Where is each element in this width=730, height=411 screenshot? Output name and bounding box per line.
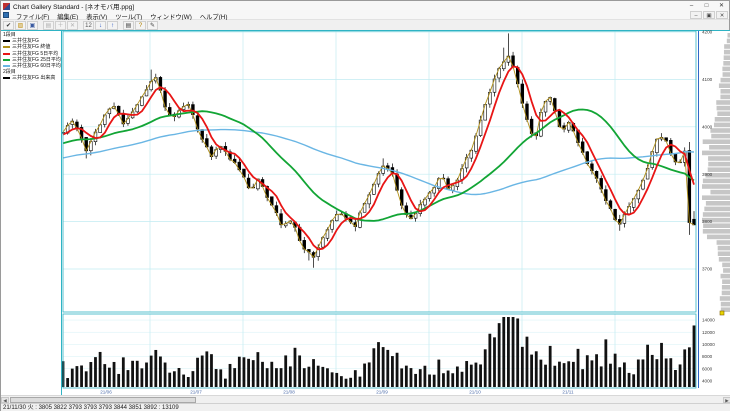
series-color-swatch — [3, 40, 10, 43]
svg-text:14000: 14000 — [702, 318, 715, 323]
svg-text:12000: 12000 — [702, 330, 715, 335]
menu-t[interactable]: ツール(T) — [115, 14, 143, 21]
legend-series-label: 三井住友FG 25日平均 — [12, 56, 61, 63]
open-file-button[interactable]: ▨ — [15, 20, 26, 30]
volume-series — [61, 317, 696, 387]
window-title: Chart Gallery Standard - [ネオモバ用.ppg] — [13, 4, 135, 11]
app-icon — [3, 2, 10, 10]
save-button[interactable]: ▣ — [27, 20, 38, 30]
legend-series-label: 三井住友FG 終値 — [12, 44, 51, 51]
menu-f[interactable]: ファイル(F) — [16, 14, 50, 21]
svg-text:4200: 4200 — [702, 30, 713, 35]
legend-item[interactable]: 三井住友FG — [3, 38, 60, 44]
maximize-button[interactable]: □ — [704, 3, 709, 9]
chart-legend: 1段目 三井住友FG 三井住友FG 終値 三井住友FG 5日平均 三井住友FG 25日平… — [3, 32, 61, 82]
legend-series-label: 三井住友FG 60日平均 — [12, 62, 61, 69]
menu-v[interactable]: 表示(V) — [86, 14, 108, 21]
svg-text:3900: 3900 — [702, 172, 713, 177]
toolbar: ✔ ▨ ▣ ▤ ＋ ✕ 12 ↓ ↑ ▤? ✎ — [1, 20, 729, 30]
svg-text:4000: 4000 — [702, 124, 713, 129]
menu-h[interactable]: ヘルプ(H) — [199, 14, 228, 21]
child-maximize-button[interactable]: ▣ — [703, 11, 715, 19]
horizontal-scrollbar[interactable]: ◀ ▶ — [1, 395, 730, 403]
svg-text:4000: 4000 — [702, 379, 713, 384]
legend-series-label: 三井住友FG 出来高 — [12, 75, 56, 82]
svg-text:21/07: 21/07 — [190, 390, 202, 395]
close-button[interactable]: ✕ — [718, 3, 725, 9]
series-color-swatch — [3, 58, 10, 61]
stock-chart[interactable]: 4200 4100 4000 3900 3800 3700 14000 12000 10000 8… — [1, 30, 730, 395]
svg-text:10000: 10000 — [702, 342, 715, 347]
svg-text:21/06: 21/06 — [100, 390, 112, 395]
legend-item[interactable]: 三井住友FG 出来高 — [3, 75, 60, 81]
legend-series-label: 三井住友FG — [12, 38, 39, 45]
period-button[interactable]: 12 — [83, 20, 94, 30]
svg-text:4100: 4100 — [702, 77, 713, 82]
scroll-right-button[interactable]: ↑ — [107, 20, 118, 30]
scrollbar-left-arrow[interactable]: ◀ — [1, 397, 9, 403]
ma5-line — [62, 65, 695, 251]
price-axis-labels: 4200 4100 4000 3900 3800 3700 — [702, 30, 713, 272]
series-color-swatch — [3, 65, 10, 68]
series-color-swatch — [3, 52, 10, 55]
legend-item[interactable]: 三井住友FG 25日平均 — [3, 56, 61, 63]
svg-text:6000: 6000 — [702, 366, 713, 371]
ma60-line — [62, 128, 695, 196]
price-gridlines — [63, 31, 696, 270]
month-labels: 21/06 21/07 21/08 21/09 21/10 21/11 — [100, 390, 574, 395]
pane-frames — [1, 30, 730, 395]
svg-text:21/11: 21/11 — [562, 390, 574, 395]
status-bar: 21/11/30 火 : 3805 3822 3793 3793 3793 38… — [1, 403, 730, 411]
menu-items: ファイル(F) 編集(E) 表示(V) ツール(T) ウィンドウ(W) ヘルプ(H) — [12, 6, 231, 24]
context-help-button[interactable]: ✎ — [147, 20, 158, 30]
document-icon — [3, 12, 9, 18]
menu-bar: ファイル(F) 編集(E) 表示(V) ツール(T) ウィンドウ(W) ヘルプ(H) – ▣… — [1, 11, 729, 21]
menu-e[interactable]: 編集(E) — [57, 14, 79, 21]
legend-pane-header: 1段目 — [3, 32, 16, 38]
candlestick-series — [61, 33, 696, 268]
title-bar: Chart Gallery Standard - [ネオモバ用.ppg] – □ ✕ — [1, 1, 729, 11]
svg-text:3800: 3800 — [702, 219, 713, 224]
child-close-button[interactable]: ✕ — [716, 11, 728, 19]
minimize-button[interactable]: – — [689, 3, 694, 9]
svg-text:21/10: 21/10 — [469, 390, 481, 395]
child-window-controls: – ▣ ✕ — [690, 11, 729, 19]
copy-button: ▤ — [43, 20, 54, 30]
chart-client-area: 4200 4100 4000 3900 3800 3700 14000 12000 10000 8… — [1, 30, 730, 395]
print-button[interactable]: ▤ — [123, 20, 134, 30]
month-gridlines — [149, 31, 616, 388]
svg-text:3700: 3700 — [702, 267, 713, 272]
series-color-swatch — [3, 77, 10, 80]
pane-divider-handle[interactable] — [719, 310, 725, 316]
svg-text:8000: 8000 — [702, 354, 713, 359]
svg-text:21/09: 21/09 — [376, 390, 388, 395]
add-button: ＋ — [55, 20, 66, 30]
legend-pane-header: 2段目 — [3, 69, 16, 76]
series-color-swatch — [3, 46, 10, 49]
child-minimize-button[interactable]: – — [690, 11, 702, 19]
menu-w[interactable]: ウィンドウ(W) — [150, 14, 192, 21]
close-line — [62, 55, 695, 258]
legend-item[interactable]: 三井住友FG 60日平均 — [3, 62, 61, 69]
legend-item[interactable]: 三井住友FG 5日平均 — [3, 51, 60, 57]
scroll-left-button[interactable]: ↓ — [95, 20, 106, 30]
legend-series-label: 三井住友FG 5日平均 — [12, 50, 59, 57]
scrollbar-right-arrow[interactable]: ▶ — [723, 397, 730, 403]
volume-by-price-histogram — [702, 33, 730, 312]
ma25-line — [62, 108, 695, 222]
scrollbar-thumb[interactable] — [10, 397, 196, 403]
chart-mode-button[interactable]: ✔ — [3, 20, 14, 30]
svg-text:21/08: 21/08 — [283, 390, 295, 395]
window-controls: – □ ✕ — [684, 1, 729, 11]
delete-button: ✕ — [67, 20, 78, 30]
volume-axis-labels: 14000 12000 10000 8000 6000 4000 — [702, 318, 715, 384]
help-button[interactable]: ? — [135, 20, 146, 30]
legend-item[interactable]: 三井住友FG 終値 — [3, 44, 60, 50]
